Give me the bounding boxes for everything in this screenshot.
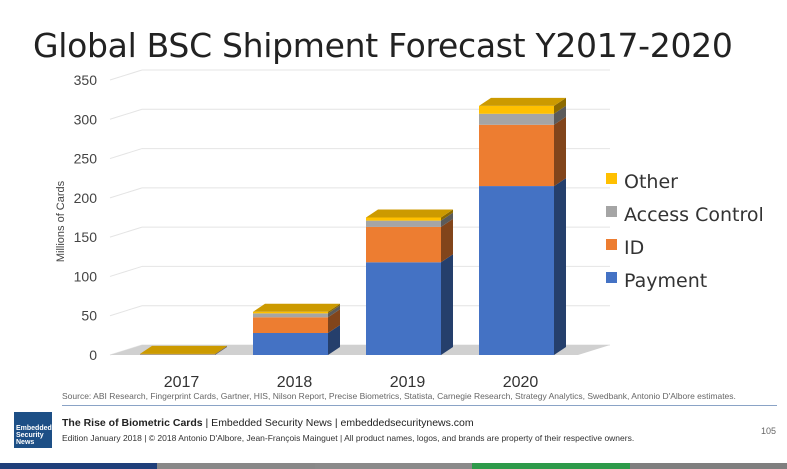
bar-segment-id — [253, 317, 328, 333]
bar-top — [140, 345, 227, 354]
bar-side-other — [441, 209, 453, 221]
bar-side-other — [328, 303, 340, 314]
bar-segment-other — [253, 311, 328, 314]
y-tick-label: 100 — [74, 268, 98, 284]
gridline-side — [109, 148, 143, 160]
bottom-color-bar — [0, 463, 787, 469]
footer-edition: Edition January 2018 | © 2018 Antonio D'… — [62, 433, 635, 443]
bar-segment-access-control — [479, 113, 554, 125]
chart-title: Global BSC Shipment Forecast Y2017-2020 — [33, 26, 733, 65]
source-note: Source: ABI Research, Fingerprint Cards,… — [62, 391, 736, 401]
legend-label: ID — [624, 237, 644, 259]
bar-side-access-control — [554, 105, 566, 125]
x-tick-label: 2020 — [503, 374, 539, 391]
chart: 0 50 100 150 200 250 300 350 Millions of Cards 20… — [55, 69, 764, 391]
legend-swatch-id — [606, 239, 617, 250]
bar-segment-access-control — [366, 220, 441, 227]
bar-side-other — [554, 97, 566, 114]
logo-line: Embedded — [16, 425, 52, 432]
y-tick-label: 300 — [74, 111, 98, 127]
bar-side-payment — [215, 346, 227, 355]
gridline-side — [109, 226, 143, 238]
gridline-side — [109, 265, 143, 277]
y-tick-label: 150 — [74, 229, 98, 245]
bar-side-id — [441, 218, 453, 263]
legend-label: Other — [624, 171, 678, 193]
bar-side-id — [328, 309, 340, 333]
bar-top — [366, 209, 453, 218]
bar-top — [253, 303, 340, 312]
y-tick-label: 0 — [89, 347, 97, 363]
footer-title-bold: The Rise of Biometric Cards — [62, 417, 203, 429]
bar-segment-access-control — [253, 313, 328, 318]
bar-side-access-control — [328, 305, 340, 318]
page-number: 105 — [761, 426, 777, 436]
bar-segment-payment — [253, 333, 328, 355]
footer-divider — [62, 405, 777, 406]
bar-segment-payment — [366, 262, 441, 355]
y-tick-label: 250 — [74, 151, 98, 167]
legend-label: Payment — [624, 270, 707, 292]
embedded-security-news-logo: Embedded Security News — [14, 412, 52, 448]
bar-top — [479, 97, 566, 106]
logo-line: News — [16, 439, 35, 446]
x-tick-label: 2019 — [390, 374, 426, 391]
y-tick-label: 350 — [74, 72, 98, 88]
bar-segment-payment — [479, 186, 554, 355]
gridline-side — [109, 69, 143, 81]
y-tick-label: 50 — [81, 308, 97, 324]
legend-swatch-payment — [606, 272, 617, 283]
bottom-bar-segment — [0, 463, 158, 469]
gridline-side — [109, 108, 143, 120]
x-tick-label: 2018 — [277, 374, 313, 391]
legend-label: Access Control — [624, 204, 764, 226]
bar-segment-id — [366, 226, 441, 263]
bar-side-id — [215, 346, 227, 355]
y-axis-label: Millions of Cards — [55, 180, 67, 262]
bottom-bar-segment — [157, 463, 315, 469]
legend-swatch-access-control — [606, 206, 617, 217]
bottom-bar-segment — [472, 463, 630, 469]
bar-side-payment — [441, 254, 453, 355]
y-tick-label: 200 — [74, 190, 98, 206]
bar-segment-other — [366, 217, 441, 221]
bar-side-id — [554, 116, 566, 187]
x-tick-label: 2017 — [164, 374, 200, 391]
footer-title: The Rise of Biometric Cards | Embedded S… — [62, 417, 474, 429]
legend-swatch-other — [606, 173, 617, 184]
bar-segment-other — [479, 105, 554, 114]
bar-side-other — [215, 345, 227, 355]
logo-line: Security — [16, 432, 44, 439]
bar-side-access-control — [441, 212, 453, 227]
bar-side-access-control — [215, 346, 227, 355]
gridline-side — [109, 305, 143, 317]
bottom-bar-segment — [314, 463, 473, 469]
bar-side-payment — [554, 178, 566, 355]
bottom-bar-segment — [629, 463, 787, 469]
footer-title-rest: | Embedded Security News | embeddedsecur… — [202, 417, 474, 429]
gridline-side — [109, 187, 143, 199]
bar-segment-id — [479, 124, 554, 187]
bar-side-payment — [328, 325, 340, 355]
